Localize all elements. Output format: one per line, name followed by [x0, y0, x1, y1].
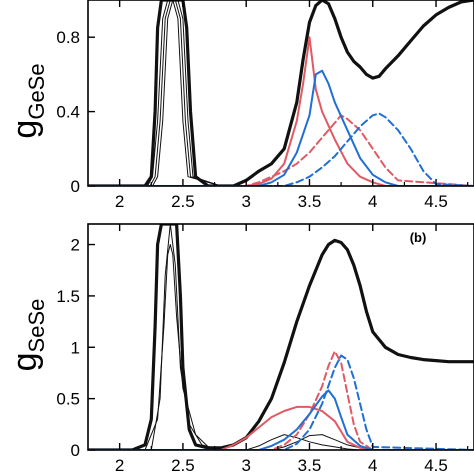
panel-a-gGeSe: 2 2.5 3 3.5 4 4.5 0 0.4 0.8 gGeSe: [6, 0, 474, 211]
panel-a-series-3-thin-black: [88, 0, 474, 186]
panel-b-xtick-label: 4.5: [424, 456, 448, 474]
panel-a-ylabel-main: g: [6, 120, 44, 139]
panel-a-xtick-label: 4: [368, 192, 377, 211]
panel-b-series-8-blue-dashed: [88, 354, 474, 450]
panel-b-series-1-thin-black: [88, 244, 474, 450]
panel-b-ylabel-main: g: [6, 352, 44, 371]
panel-a-xtick-label: 2: [115, 192, 124, 211]
panel-b-xtick-label: 2: [115, 456, 124, 474]
panel-a-ylabel: gGeSe: [6, 63, 49, 138]
panel-a-series: [88, 0, 474, 186]
panel-a-ylabel-sub: GeSe: [24, 63, 49, 119]
panel-b-tag: (b): [410, 230, 427, 245]
panel-b-series-6-red-dashed: [88, 350, 474, 450]
panel-b-ylabel: gSeSe: [6, 299, 49, 372]
panel-a-series-1-thin-black: [88, 0, 474, 186]
panel-b-series: [88, 224, 474, 450]
panel-a-ytick-label: 0: [71, 177, 80, 196]
panel-b-series-2-thin-black: [88, 224, 474, 450]
panel-a-ytick-label: 0.4: [56, 103, 80, 122]
panel-a-xtick-label: 3: [241, 192, 250, 211]
panel-b-xtick-label: 3: [241, 456, 250, 474]
panel-b-ytick-label: 1: [71, 338, 80, 357]
panel-b-series-5-red-solid: [88, 405, 474, 450]
panel-a-xtick-label: 3.5: [298, 192, 322, 211]
panel-a-series-6-blue-solid: [88, 69, 474, 186]
panel-a-frame: [87, 0, 474, 187]
panel-a-series-5-red-dashed: [88, 114, 474, 186]
panel-a-series-2-thin-black: [88, 0, 474, 186]
panel-b-frame: [87, 223, 474, 451]
panel-b-ytick-label: 0: [71, 441, 80, 460]
panel-b-gSeSe: 2 2.5 3 3.5 4 4.5 0 0.5 1 1.5 2 gSeSe (b): [6, 223, 474, 474]
panel-b-ytick-label: 1.5: [56, 287, 80, 306]
panel-a-series-4-red-solid: [88, 36, 474, 186]
panel-a-xtick-label: 2.5: [171, 192, 195, 211]
panel-b-xtick-label: 3.5: [298, 456, 322, 474]
panel-a-series-0-thick-black: [88, 0, 474, 186]
panel-a-series-7-blue-dashed: [88, 112, 474, 186]
panel-b-xtick-label: 2.5: [171, 456, 195, 474]
panel-b-xtick-label: 4: [368, 456, 377, 474]
panel-b-series-0-thick-black: [88, 224, 474, 450]
panel-a-ytick-label: 0.8: [56, 28, 80, 47]
panel-b-ytick-label: 0.5: [56, 390, 80, 409]
panel-b-series-3-thin-black: [88, 434, 474, 450]
panel-b-ylabel-sub: SeSe: [24, 299, 49, 353]
panel-b-ytick-label: 2: [71, 236, 80, 255]
panel-a-xtick-label: 4.5: [424, 192, 448, 211]
